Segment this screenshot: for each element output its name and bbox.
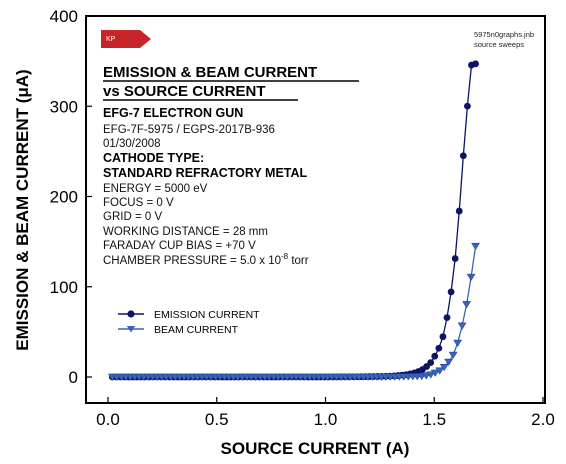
data-point <box>430 369 440 377</box>
y-axis-ticks: 0 100 200 300 400 <box>50 7 92 387</box>
x-tick-label: 0.5 <box>205 410 229 429</box>
focus-setting: FOCUS = 0 V <box>103 197 174 209</box>
energy-setting: ENERGY = 5000 eV <box>103 183 208 195</box>
x-tick-label: 1.0 <box>314 410 338 429</box>
data-point <box>431 352 439 360</box>
data-point <box>453 339 463 348</box>
data-point <box>427 359 435 366</box>
y-tick-label: 200 <box>50 188 78 207</box>
file-sweep-note: source sweeps <box>474 40 524 49</box>
kp-badge-label: KP <box>106 36 116 43</box>
data-point <box>451 255 459 262</box>
data-point <box>471 242 481 251</box>
x-axis-title: SOURCE CURRENT (A) <box>221 439 410 458</box>
working-distance: WORKING DISTANCE = 28 mm <box>103 226 268 238</box>
data-point <box>435 367 445 375</box>
chamber-pressure-unit: torr <box>288 255 309 267</box>
data-point <box>472 60 479 68</box>
legend-beam-marker <box>126 326 136 333</box>
kp-badge: KP <box>101 30 151 48</box>
data-point <box>462 301 472 309</box>
data-point <box>459 152 467 160</box>
data-point <box>439 363 449 372</box>
y-tick-label: 400 <box>50 7 78 26</box>
grid-setting: GRID = 0 V <box>103 211 162 223</box>
title-line-1: EMISSION & BEAM CURRENT <box>103 64 317 81</box>
model-number: EFG-7F-5975 / EGPS-2017B-936 <box>103 124 275 136</box>
data-point <box>455 207 463 215</box>
data-point <box>464 102 471 110</box>
cathode-label: CATHODE TYPE: <box>103 151 204 165</box>
data-point <box>444 358 454 367</box>
kp-badge-shape <box>101 30 151 48</box>
gun-name: EFG-7 ELECTRON GUN <box>103 106 243 120</box>
series-layer <box>107 60 481 381</box>
data-point <box>426 371 436 379</box>
cathode-value: STANDARD REFRACTORY METAL <box>103 166 308 180</box>
chamber-pressure: CHAMBER PRESSURE = 5.0 x 10-8 torr <box>103 252 309 267</box>
data-point <box>447 288 455 296</box>
x-tick-label: 0.0 <box>96 410 120 429</box>
data-point <box>443 314 451 321</box>
legend-emission-label: EMISSION CURRENT <box>154 309 260 321</box>
x-axis-ticks: 0.0 0.5 1.0 1.5 2.0 <box>96 397 555 429</box>
data-point <box>439 333 447 341</box>
data-point <box>435 344 443 352</box>
x-tick-label: 2.0 <box>531 410 555 429</box>
test-date: 01/30/2008 <box>103 138 161 150</box>
legend-beam-label: BEAM CURRENT <box>154 324 239 336</box>
legend-emission-marker <box>127 310 135 318</box>
faraday-cup-bias: FARADAY CUP BIAS = +70 V <box>103 240 256 252</box>
plot-frame <box>85 15 546 404</box>
chamber-pressure-prefix: CHAMBER PRESSURE = 5.0 x 10 <box>103 255 281 267</box>
title-line-2: vs SOURCE CURRENT <box>103 83 266 100</box>
file-name-note: 5975n0graphs.jnb <box>474 30 534 39</box>
y-tick-label: 300 <box>50 97 78 116</box>
legend: EMISSION CURRENT BEAM CURRENT <box>118 309 260 336</box>
series-beam-current <box>107 242 481 381</box>
chamber-pressure-exponent: -8 <box>281 252 289 261</box>
data-point <box>466 273 476 282</box>
y-tick-label: 100 <box>50 278 78 297</box>
x-tick-label: 1.5 <box>422 410 446 429</box>
y-axis-title: EMISSION & BEAM CURRENT (μA) <box>13 69 32 350</box>
data-point <box>448 351 458 360</box>
y-tick-label: 0 <box>69 368 78 387</box>
data-point <box>457 322 467 330</box>
